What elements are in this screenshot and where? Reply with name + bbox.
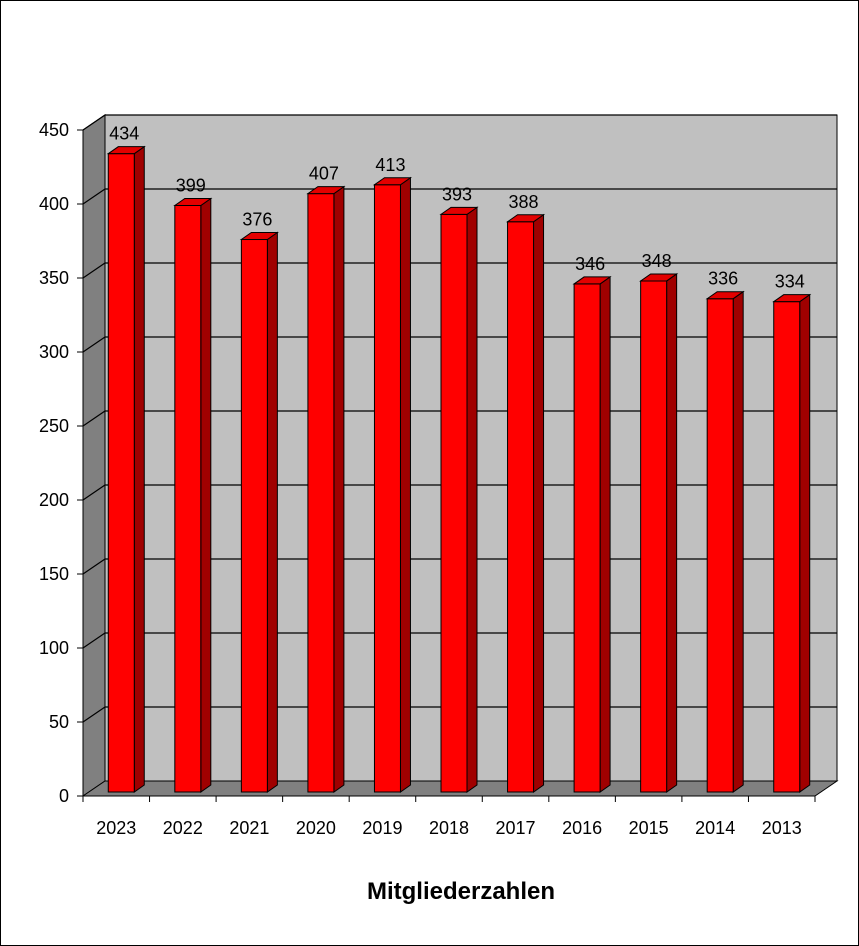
bar xyxy=(505,213,546,793)
bar-side xyxy=(732,290,744,793)
y-tick-label: 300 xyxy=(39,342,69,362)
bar xyxy=(439,206,479,793)
bar-front xyxy=(174,204,202,793)
data-label: 334 xyxy=(775,272,805,292)
data-label: 336 xyxy=(708,269,738,289)
bar-front xyxy=(573,283,601,793)
bar xyxy=(306,185,346,793)
bar-top xyxy=(239,232,279,241)
bar-top xyxy=(505,214,546,223)
bar-side xyxy=(599,275,611,793)
x-tick-label: 2020 xyxy=(296,818,336,838)
gridline xyxy=(82,262,837,279)
bar-front xyxy=(773,301,801,793)
bar-side xyxy=(466,206,478,793)
bar-top xyxy=(372,177,413,186)
bar xyxy=(639,272,679,793)
bar-side xyxy=(399,176,411,793)
x-tick-label: 2019 xyxy=(362,818,402,838)
bar xyxy=(772,293,812,793)
gridline xyxy=(82,114,837,131)
bar-top xyxy=(106,146,146,155)
bar xyxy=(173,197,213,793)
bar-front xyxy=(640,280,668,793)
bar-top xyxy=(173,197,213,206)
data-label: 407 xyxy=(309,164,339,184)
bar xyxy=(106,145,146,793)
bar-front xyxy=(307,193,335,793)
data-label: 346 xyxy=(575,254,605,274)
data-label: 413 xyxy=(375,155,405,175)
y-tick-label: 50 xyxy=(49,712,69,732)
bar-side xyxy=(266,231,278,793)
bar-side xyxy=(333,185,345,793)
y-tick-label: 0 xyxy=(59,786,69,806)
bar xyxy=(572,275,612,793)
bar-side xyxy=(799,293,811,793)
bar xyxy=(239,231,279,793)
bar xyxy=(705,290,745,793)
bar-front xyxy=(107,153,135,793)
y-tick-label: 400 xyxy=(39,194,69,214)
data-label: 434 xyxy=(109,124,139,144)
side-wall xyxy=(82,114,106,797)
x-tick-label: 2023 xyxy=(96,818,136,838)
data-label: 393 xyxy=(442,184,472,204)
bar-front xyxy=(706,298,734,793)
data-label: 388 xyxy=(509,192,539,212)
x-tick-label: 2013 xyxy=(762,818,802,838)
bar-front xyxy=(440,213,468,793)
bar-side xyxy=(533,213,545,793)
x-tick-label: 2017 xyxy=(496,818,536,838)
gridline xyxy=(82,188,837,205)
bar-side xyxy=(666,272,678,793)
y-tick-label: 150 xyxy=(39,564,69,584)
bar-top xyxy=(306,186,346,195)
chart-title: Mitgliederzahlen xyxy=(367,878,555,905)
data-label: 348 xyxy=(642,251,672,271)
x-tick-label: 2022 xyxy=(163,818,203,838)
y-tick-label: 450 xyxy=(39,120,69,140)
bar-side xyxy=(200,197,212,793)
data-label: 399 xyxy=(176,175,206,195)
y-tick-label: 250 xyxy=(39,416,69,436)
x-tick-label: 2014 xyxy=(695,818,735,838)
x-tick-label: 2021 xyxy=(229,818,269,838)
data-label: 376 xyxy=(242,210,272,230)
bar-top xyxy=(639,273,679,282)
bar-top xyxy=(772,294,812,303)
bar-side xyxy=(133,145,145,793)
bar-top xyxy=(572,276,612,285)
bar-front xyxy=(507,221,535,793)
x-tick-label: 2016 xyxy=(562,818,602,838)
bar-front xyxy=(373,184,401,793)
bar-top xyxy=(439,206,479,215)
x-tick-label: 2015 xyxy=(629,818,669,838)
bar-front xyxy=(240,239,268,793)
x-tick-label: 2018 xyxy=(429,818,469,838)
bar-top xyxy=(705,291,745,300)
bar xyxy=(372,176,413,793)
y-tick-label: 200 xyxy=(39,490,69,510)
y-tick-label: 100 xyxy=(39,638,69,658)
y-tick-label: 350 xyxy=(39,268,69,288)
